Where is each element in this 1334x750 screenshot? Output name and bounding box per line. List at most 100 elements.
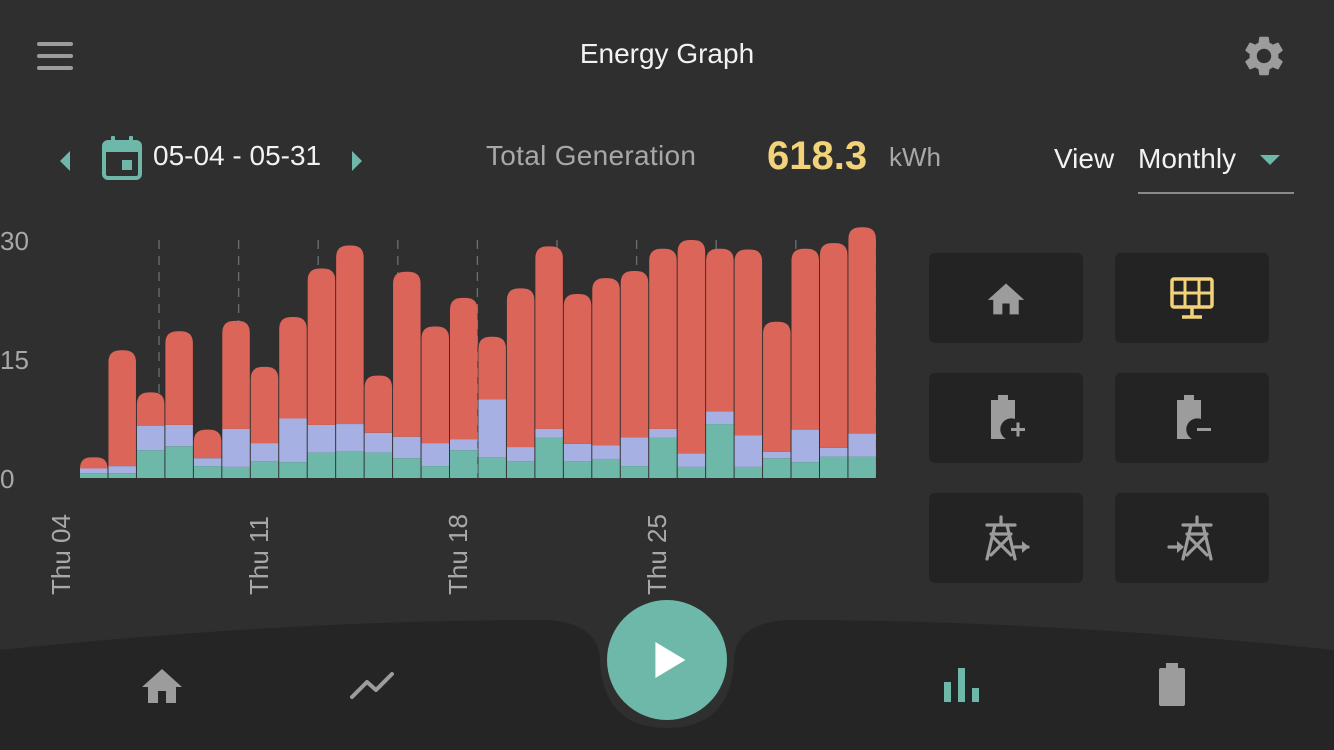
total-generation-unit: kWh [889, 142, 941, 172]
bar-segment [80, 473, 108, 478]
bottom-navigation-bar [0, 620, 1334, 750]
bar-segment [165, 446, 193, 478]
bar-segment [478, 336, 506, 400]
filter-battery-discharge-button[interactable] [1115, 373, 1269, 463]
bar-segment [763, 451, 791, 459]
bar-segment [706, 248, 734, 412]
bar-segment [848, 456, 876, 478]
bar-segment [250, 443, 279, 462]
bar-segment [393, 458, 421, 478]
bar-segment [677, 466, 706, 478]
bar-segment [336, 451, 364, 478]
total-generation-label: Total Generation [486, 140, 697, 171]
nav-trend-button[interactable] [332, 650, 412, 720]
total-generation-value: 618.3 [767, 134, 868, 178]
caret-down-icon [1260, 155, 1280, 165]
bar-segment [563, 293, 592, 444]
bar-segment [108, 350, 136, 467]
bar-segment [478, 399, 506, 458]
filter-grid-import-button[interactable] [1115, 493, 1269, 583]
bar-segment [791, 248, 819, 430]
bar-segment [478, 457, 506, 478]
bar-segment [250, 366, 279, 444]
bar-segment [620, 270, 649, 438]
bar-segment [819, 456, 848, 478]
chevron-left-icon [60, 151, 70, 171]
bar-segment [791, 429, 819, 463]
bar-segment [136, 450, 165, 478]
bar-segment [535, 246, 563, 429]
menu-icon-line [37, 66, 73, 70]
chevron-right-icon [352, 151, 362, 171]
play-button[interactable] [607, 600, 727, 720]
bar-segment [677, 240, 706, 454]
calendar-icon[interactable] [102, 136, 142, 185]
filter-home-button[interactable] [929, 253, 1083, 343]
bar-segment [108, 466, 136, 474]
bar-segment [649, 248, 677, 429]
y-tick-label: 0 [0, 464, 14, 494]
nav-battery-button[interactable] [1132, 650, 1212, 720]
battery-discharge-icon [1177, 395, 1211, 439]
home-icon [987, 283, 1025, 315]
filter-grid-export-button[interactable] [929, 493, 1083, 583]
bar-segment [763, 321, 791, 452]
bar-segment [649, 428, 677, 438]
menu-button[interactable] [34, 36, 78, 76]
battery-icon [1159, 663, 1185, 706]
bar-segment [279, 418, 307, 463]
trend-line-icon [350, 672, 394, 699]
bar-segment [620, 437, 649, 467]
view-label: View [1054, 143, 1115, 174]
filter-solar-button[interactable] [1115, 253, 1269, 343]
bar-segment [108, 473, 136, 478]
bar-segment [307, 424, 336, 453]
x-tick-label: Thu 11 [244, 516, 274, 595]
bar-segment [307, 452, 336, 478]
bar-segment [193, 429, 222, 459]
nav-home-button[interactable] [122, 650, 202, 720]
bar-segment [222, 466, 250, 478]
bar-chart-icon [944, 668, 979, 702]
bar-segment [763, 458, 791, 478]
bar-segment [848, 227, 876, 434]
bar-segment [592, 445, 620, 459]
next-period-button[interactable] [344, 146, 368, 176]
bar-segment [706, 424, 734, 478]
bar-segment [80, 457, 108, 469]
bar-segment [222, 428, 250, 467]
bar-segment [620, 466, 649, 478]
bar-segment [506, 447, 535, 462]
bar-segment [393, 271, 421, 437]
bar-segment [449, 297, 478, 440]
filter-battery-charge-button[interactable] [929, 373, 1083, 463]
bar-segment [734, 466, 763, 478]
gear-icon [1245, 36, 1283, 76]
bar-segment [222, 320, 250, 429]
battery-charge-icon [991, 395, 1025, 439]
bar-segment [165, 424, 193, 447]
x-tick-label: Thu 18 [443, 514, 473, 595]
nav-energy-graph-button[interactable] [922, 650, 1002, 720]
bar-segment [364, 375, 393, 433]
bar-segment [279, 462, 307, 478]
x-tick-label: Thu 25 [642, 514, 672, 595]
grid-import-icon [1167, 515, 1213, 561]
menu-icon-line [37, 54, 73, 58]
previous-period-button[interactable] [54, 146, 78, 176]
y-tick-label: 15 [0, 345, 29, 375]
bar-segment [819, 447, 848, 457]
x-tick-label: Thu 04 [46, 514, 76, 595]
bar-segment [506, 288, 535, 448]
bar-segment [307, 268, 336, 425]
settings-button[interactable] [1240, 32, 1292, 84]
bar-segment [677, 453, 706, 467]
bar-segment [421, 443, 450, 467]
play-icon [655, 642, 686, 678]
bar-segment [364, 452, 393, 478]
menu-icon-line [37, 42, 73, 46]
view-dropdown[interactable]: Monthly [1138, 136, 1294, 194]
bar-segment [734, 435, 763, 467]
bar-segment [250, 461, 279, 478]
bar-segment [649, 437, 677, 478]
